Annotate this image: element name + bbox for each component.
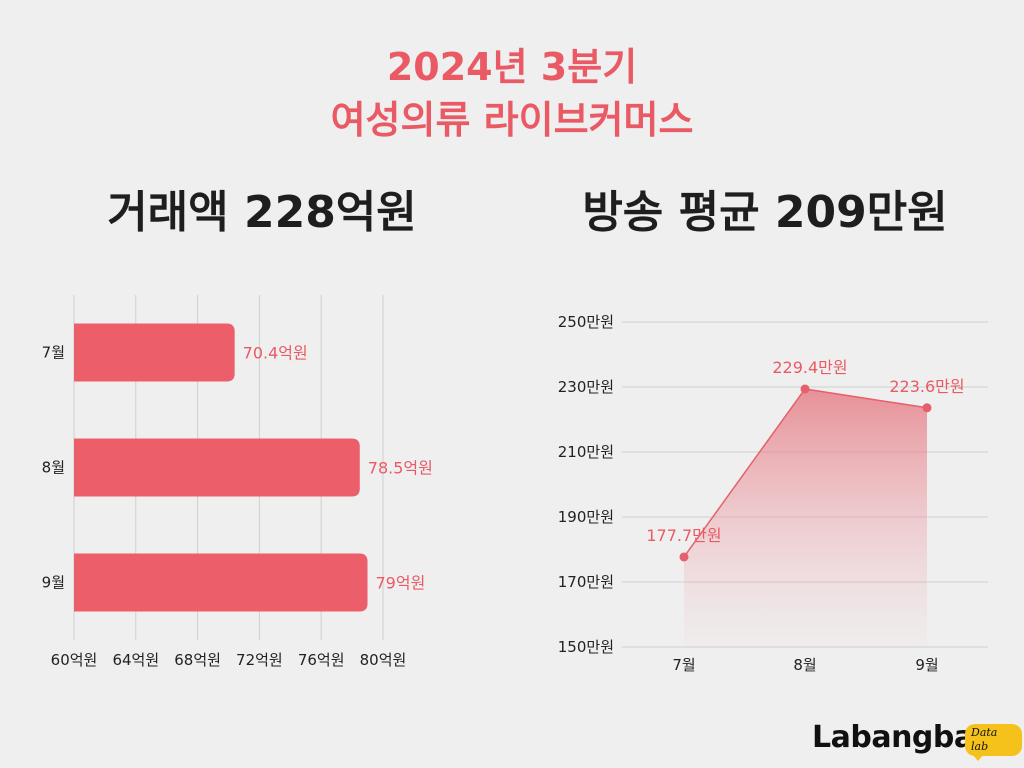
bar-value-label: 70.4억원 <box>243 344 308 363</box>
bar <box>74 323 235 382</box>
monthly-sales-bar-chart: 60억원 64억원 68억원 72억원 76억원 80억원 7월 70.4억원 8월 78.5억원… <box>42 295 433 669</box>
x-tick-label: 68억원 <box>174 651 221 669</box>
y-tick-label: 230만원 <box>558 378 614 396</box>
bar-value-label: 78.5억원 <box>368 459 433 478</box>
title-line-1: 2024년 3분기 <box>386 45 638 89</box>
y-tick-label: 170만원 <box>558 573 614 591</box>
average-broadcast-headline: 방송 평균 209만원 <box>582 187 948 238</box>
point-value-label: 223.6만원 <box>889 377 964 396</box>
y-tick-label: 210만원 <box>558 443 614 461</box>
point-value-label: 229.4만원 <box>772 358 847 377</box>
x-category-label: 7월 <box>672 656 695 674</box>
broadcast-average-area-chart: 150만원 170만원 190만원 210만원 230만원 250만원 177.7만원 229… <box>558 313 988 674</box>
x-tick-label: 60억원 <box>51 651 98 669</box>
title-line-2: 여성의류 라이브커머스 <box>330 98 694 142</box>
x-category-label: 8월 <box>793 656 816 674</box>
data-point <box>922 403 932 413</box>
labangba-logo: Labangba Data lab <box>812 718 1022 762</box>
y-category-label: 8월 <box>42 459 65 477</box>
bar-value-label: 79억원 <box>376 574 426 593</box>
area-fill <box>684 388 927 647</box>
y-category-label: 7월 <box>42 344 65 362</box>
logo-badge: Data lab <box>965 724 1022 761</box>
x-tick-label: 64억원 <box>112 651 159 669</box>
y-tick-label: 190만원 <box>558 508 614 526</box>
x-tick-label: 76억원 <box>298 651 345 669</box>
data-point <box>800 384 810 394</box>
y-tick-label: 250만원 <box>558 313 614 331</box>
bar <box>74 553 368 612</box>
total-sales-headline: 거래액 228억원 <box>107 187 417 238</box>
x-tick-label: 80억원 <box>360 651 407 669</box>
x-category-label: 9월 <box>915 656 938 674</box>
logo-wordmark: Labangba <box>812 720 974 755</box>
y-tick-label: 150만원 <box>558 638 614 656</box>
y-category-label: 9월 <box>42 574 65 592</box>
point-value-label: 177.7만원 <box>646 526 721 545</box>
bar <box>74 438 360 497</box>
x-tick-label: 72억원 <box>236 651 283 669</box>
data-point <box>679 552 689 562</box>
